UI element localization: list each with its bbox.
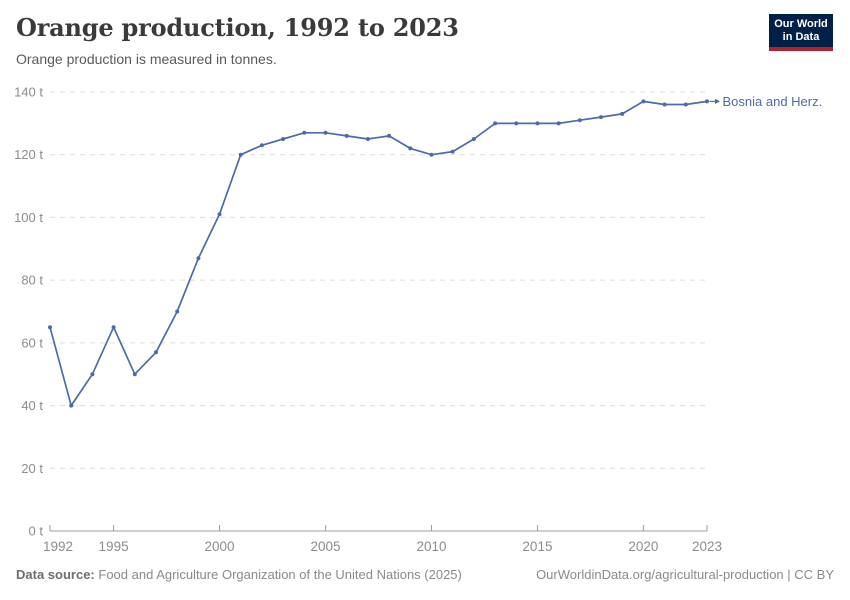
- x-axis-tick-label: 1995: [99, 539, 129, 554]
- data-point: [90, 372, 95, 377]
- data-point: [365, 137, 370, 141]
- owid-logo: Our World in Data: [769, 14, 833, 51]
- chart-footer: Data source: Food and Agriculture Organi…: [16, 567, 834, 582]
- data-point: [662, 102, 667, 107]
- chart-title: Orange production, 1992 to 2023: [16, 13, 459, 42]
- data-point: [387, 133, 392, 138]
- data-point: [408, 146, 413, 151]
- data-point: [48, 325, 52, 330]
- chart-subtitle: Orange production is measured in tonnes.: [16, 51, 277, 67]
- data-source-label: Data source:: [16, 567, 95, 582]
- data-point: [281, 137, 286, 141]
- x-axis-tick-label: 2000: [205, 539, 235, 554]
- series-label-arrow-icon: [715, 98, 720, 105]
- owid-logo-line1: Our World: [774, 18, 828, 30]
- data-point: [641, 99, 646, 104]
- data-point: [238, 152, 243, 157]
- data-point: [344, 133, 349, 138]
- data-point: [450, 149, 455, 154]
- data-point: [471, 137, 476, 141]
- data-point: [683, 102, 688, 107]
- y-axis-tick-label: 60 t: [21, 335, 43, 350]
- data-source-text: Food and Agriculture Organization of the…: [98, 567, 462, 582]
- y-axis-tick-label: 140 t: [14, 85, 43, 100]
- x-axis-tick-label: 2015: [522, 539, 552, 554]
- data-point: [154, 350, 158, 355]
- data-point: [599, 115, 603, 120]
- data-point: [493, 121, 498, 126]
- series-line: [49, 100, 708, 407]
- data-point: [302, 130, 307, 135]
- x-axis-tick-label: 2010: [416, 539, 446, 554]
- data-point: [217, 212, 222, 217]
- data-point: [705, 99, 709, 104]
- y-axis-tick-label: 120 t: [14, 147, 43, 162]
- x-axis-tick-label: 2005: [310, 539, 340, 554]
- data-point: [175, 309, 180, 314]
- series-label: Bosnia and Herz.: [723, 94, 823, 109]
- owid-logo-line2: in Data: [782, 31, 820, 43]
- footer-attribution: OurWorldinData.org/agricultural-producti…: [536, 567, 834, 582]
- y-axis-tick-label: 40 t: [21, 398, 43, 413]
- data-point: [69, 403, 74, 408]
- data-point: [429, 152, 434, 157]
- data-point: [323, 130, 328, 135]
- x-axis-tick-label: 1992: [43, 539, 73, 554]
- data-point: [132, 372, 137, 377]
- data-point: [259, 143, 264, 148]
- data-point: [196, 256, 201, 261]
- x-axis-tick-label: 2023: [692, 539, 722, 554]
- y-axis-tick-label: 20 t: [21, 461, 43, 476]
- data-point: [620, 111, 625, 116]
- y-axis-tick-label: 0 t: [29, 524, 44, 539]
- data-point: [111, 325, 116, 330]
- y-axis-tick-label: 100 t: [14, 210, 43, 225]
- x-axis-tick-label: 2020: [628, 539, 658, 554]
- data-point: [514, 121, 519, 126]
- data-point: [535, 121, 540, 126]
- data-source: Data source: Food and Agriculture Organi…: [16, 567, 462, 582]
- y-axis-tick-label: 80 t: [21, 273, 43, 288]
- data-point: [556, 121, 561, 126]
- data-point: [577, 118, 582, 123]
